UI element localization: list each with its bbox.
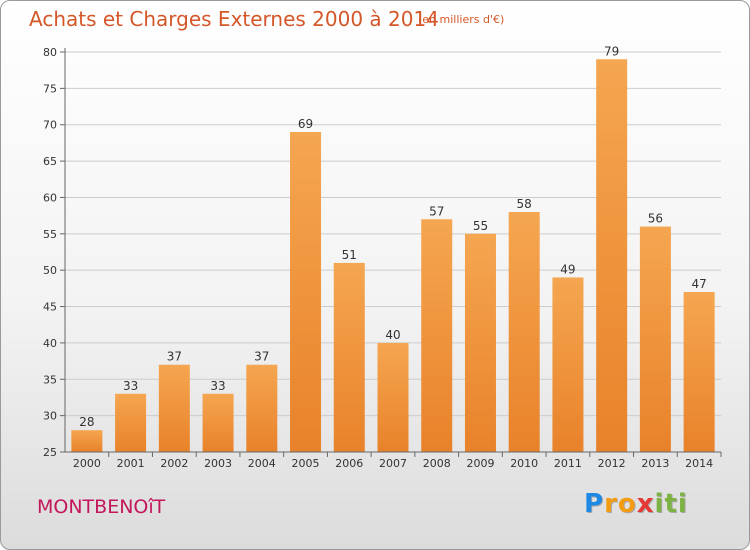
bar	[158, 364, 190, 452]
x-tick-label: 2009	[466, 457, 494, 470]
bar	[508, 212, 540, 452]
data-label: 33	[210, 379, 225, 393]
bar	[246, 364, 278, 452]
y-tick-label: 65	[43, 155, 57, 168]
chart-title: Achats et Charges Externes 2000 à 2014	[29, 7, 439, 31]
x-tick-label: 2014	[685, 457, 713, 470]
logo-letter: o	[617, 489, 637, 519]
logo-letter: x	[636, 489, 655, 519]
x-tick-label: 2010	[510, 457, 538, 470]
data-label: 40	[385, 328, 400, 342]
bar	[639, 226, 671, 452]
bar	[115, 393, 147, 452]
bar	[290, 132, 322, 452]
data-label: 28	[79, 415, 94, 429]
bar	[333, 262, 365, 452]
bar	[683, 292, 715, 452]
x-tick-label: 2000	[73, 457, 101, 470]
y-tick-label: 55	[43, 228, 57, 241]
data-label: 79	[604, 44, 619, 58]
data-label: 47	[691, 277, 706, 291]
bar	[464, 233, 496, 452]
x-tick-label: 2006	[335, 457, 363, 470]
x-tick-label: 2001	[117, 457, 145, 470]
y-tick-label: 25	[43, 446, 57, 459]
x-tick-label: 2008	[423, 457, 451, 470]
bar	[596, 59, 628, 452]
logo-letter: r	[604, 489, 618, 519]
x-tick-label: 2007	[379, 457, 407, 470]
data-label: 69	[298, 117, 313, 131]
y-tick-label: 70	[43, 119, 57, 132]
y-tick-label: 75	[43, 82, 57, 95]
data-label: 57	[429, 204, 444, 218]
x-tick-label: 2011	[554, 457, 582, 470]
bars: 28 33 37 33 37 69 51 40 57 55 58 49 79 56 47	[71, 44, 715, 452]
logo-letter: i	[654, 489, 665, 519]
bar	[552, 277, 584, 452]
y-tick-label: 35	[43, 373, 57, 386]
y-tick-label: 30	[43, 410, 57, 423]
logo-letter: i	[677, 489, 688, 519]
data-label: 58	[517, 197, 532, 211]
bar	[202, 393, 234, 452]
proxiti-logo: Proxiti	[584, 489, 688, 519]
bar	[377, 342, 409, 452]
data-label: 51	[342, 248, 357, 262]
x-tick-label: 2002	[160, 457, 188, 470]
logo-letter: P	[584, 489, 605, 519]
data-label: 56	[648, 212, 663, 226]
data-label: 55	[473, 219, 488, 233]
data-label: 37	[167, 350, 182, 364]
axes: 25 30 35 40 45 50 55 60 65 70 75 80 2000 2001 2002 2003…	[43, 46, 722, 470]
x-tick-label: 2004	[248, 457, 276, 470]
x-tick-label: 2003	[204, 457, 232, 470]
bar	[71, 430, 103, 452]
y-tick-label: 45	[43, 301, 57, 314]
chart-subtitle: (en milliers d'€)	[418, 13, 505, 26]
logo-letter: t	[664, 489, 678, 519]
x-tick-label: 2012	[598, 457, 626, 470]
data-label: 33	[123, 379, 138, 393]
y-tick-label: 60	[43, 191, 57, 204]
bar	[421, 219, 453, 452]
data-label: 37	[254, 350, 269, 364]
y-tick-label: 80	[43, 46, 57, 59]
town-name: MONTBENOîT	[37, 496, 166, 518]
y-tick-label: 40	[43, 337, 57, 350]
y-tick-label: 50	[43, 264, 57, 277]
x-tick-label: 2013	[641, 457, 669, 470]
data-label: 49	[560, 262, 575, 276]
x-tick-label: 2005	[292, 457, 320, 470]
